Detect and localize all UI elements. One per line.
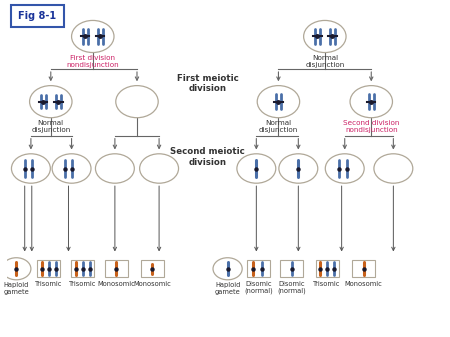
Text: Disomic
(normal): Disomic (normal)	[277, 281, 306, 294]
Text: Trisomic: Trisomic	[313, 281, 341, 287]
Circle shape	[350, 86, 392, 118]
Circle shape	[304, 21, 346, 53]
FancyBboxPatch shape	[352, 260, 375, 277]
Circle shape	[2, 258, 31, 280]
Text: Monosomic: Monosomic	[345, 281, 382, 287]
Text: Trisomic: Trisomic	[35, 281, 62, 287]
Circle shape	[116, 86, 158, 118]
Text: Normal
disjunction: Normal disjunction	[259, 120, 298, 133]
Circle shape	[374, 154, 413, 183]
Text: Trisomic: Trisomic	[69, 281, 96, 287]
Circle shape	[140, 154, 179, 183]
Text: First division
nondisjunction: First division nondisjunction	[67, 55, 119, 68]
Text: Monosomic: Monosomic	[134, 281, 171, 287]
Circle shape	[72, 21, 114, 53]
FancyBboxPatch shape	[247, 260, 270, 277]
Circle shape	[11, 154, 50, 183]
Text: Second division
nondisjunction: Second division nondisjunction	[343, 120, 400, 133]
Text: Haploid
gamete: Haploid gamete	[215, 282, 240, 296]
Circle shape	[279, 154, 318, 183]
FancyBboxPatch shape	[37, 260, 60, 277]
FancyBboxPatch shape	[141, 260, 164, 277]
Text: Normal
disjunction: Normal disjunction	[31, 120, 70, 133]
Text: Disomic
(normal): Disomic (normal)	[244, 281, 273, 294]
Circle shape	[30, 86, 72, 118]
Text: First meiotic
division: First meiotic division	[177, 73, 238, 93]
Text: Haploid
gamete: Haploid gamete	[4, 282, 29, 296]
Text: Monosomic: Monosomic	[97, 281, 135, 287]
Circle shape	[52, 154, 91, 183]
Text: Fig 8-1: Fig 8-1	[18, 11, 56, 21]
FancyBboxPatch shape	[280, 260, 303, 277]
FancyBboxPatch shape	[71, 260, 94, 277]
Circle shape	[237, 154, 276, 183]
Circle shape	[257, 86, 300, 118]
Circle shape	[95, 154, 135, 183]
Circle shape	[213, 258, 242, 280]
Circle shape	[325, 154, 364, 183]
Text: Second meiotic
division: Second meiotic division	[171, 147, 245, 166]
FancyBboxPatch shape	[105, 260, 128, 277]
Text: Normal
disjunction: Normal disjunction	[305, 55, 344, 68]
FancyBboxPatch shape	[315, 260, 338, 277]
